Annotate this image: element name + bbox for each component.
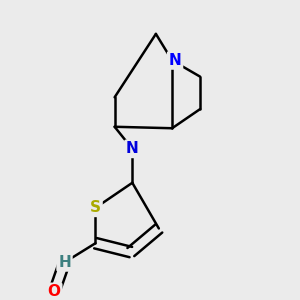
Text: H: H	[58, 255, 71, 270]
Text: S: S	[90, 200, 101, 215]
Text: N: N	[126, 141, 139, 156]
Text: N: N	[169, 53, 182, 68]
Text: O: O	[48, 284, 61, 299]
